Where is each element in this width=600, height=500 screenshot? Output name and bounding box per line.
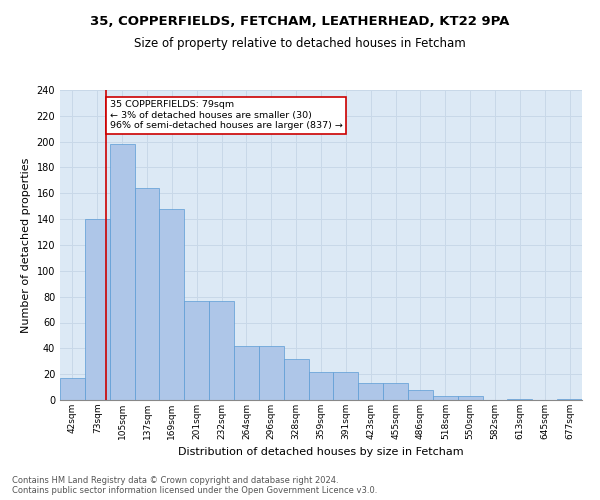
- Y-axis label: Number of detached properties: Number of detached properties: [21, 158, 31, 332]
- Bar: [134, 188, 160, 400]
- Bar: [60, 378, 85, 400]
- Bar: [458, 396, 482, 400]
- Bar: [160, 209, 184, 400]
- Bar: [334, 372, 358, 400]
- Text: 35 COPPERFIELDS: 79sqm
← 3% of detached houses are smaller (30)
96% of semi-deta: 35 COPPERFIELDS: 79sqm ← 3% of detached …: [110, 100, 343, 130]
- Bar: [358, 383, 383, 400]
- Bar: [383, 383, 408, 400]
- Bar: [184, 300, 209, 400]
- Bar: [234, 346, 259, 400]
- Bar: [408, 390, 433, 400]
- Text: 35, COPPERFIELDS, FETCHAM, LEATHERHEAD, KT22 9PA: 35, COPPERFIELDS, FETCHAM, LEATHERHEAD, …: [91, 15, 509, 28]
- Bar: [308, 372, 334, 400]
- Bar: [209, 300, 234, 400]
- Bar: [557, 398, 582, 400]
- Bar: [433, 396, 458, 400]
- Bar: [259, 346, 284, 400]
- Text: Size of property relative to detached houses in Fetcham: Size of property relative to detached ho…: [134, 38, 466, 51]
- Bar: [110, 144, 134, 400]
- X-axis label: Distribution of detached houses by size in Fetcham: Distribution of detached houses by size …: [178, 448, 464, 458]
- Bar: [85, 219, 110, 400]
- Bar: [284, 358, 308, 400]
- Text: Contains HM Land Registry data © Crown copyright and database right 2024.
Contai: Contains HM Land Registry data © Crown c…: [12, 476, 377, 495]
- Bar: [508, 398, 532, 400]
